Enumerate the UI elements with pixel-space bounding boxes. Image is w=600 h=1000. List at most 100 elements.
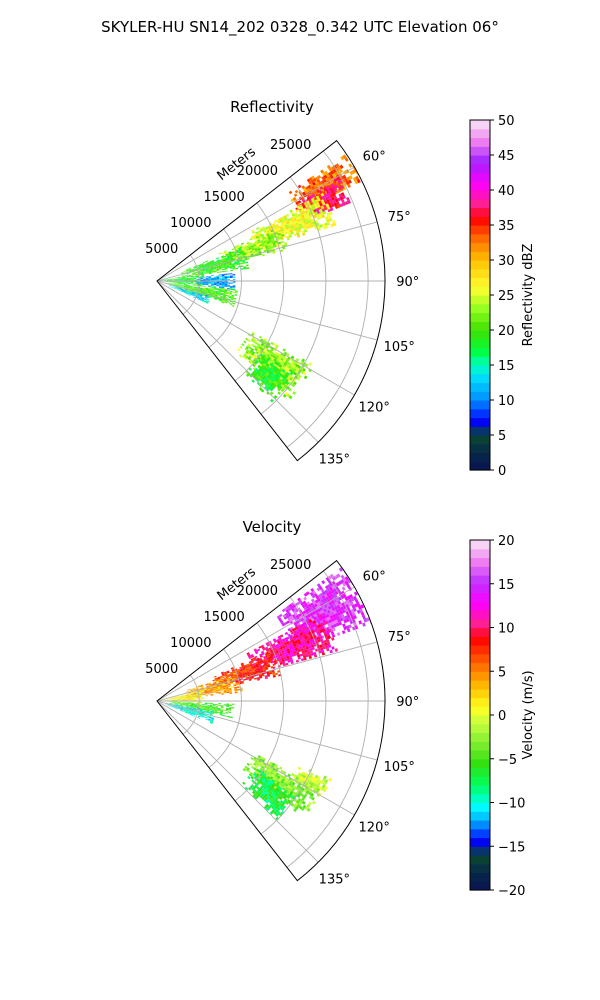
azimuth-spoke bbox=[156, 280, 355, 396]
colorbar-tick-label: −20 bbox=[498, 884, 525, 899]
colorbar-tick-label: 20 bbox=[498, 324, 515, 339]
figure-title: SKYLER-HU SN14_202 0328_0.342 UTC Elevat… bbox=[101, 18, 499, 37]
sector-frame bbox=[156, 139, 386, 462]
range-tick-label: 25000 bbox=[270, 558, 311, 573]
colorbar-tick-label: 15 bbox=[498, 359, 515, 374]
colorbar-segment bbox=[470, 128, 490, 139]
azimuth-spoke bbox=[156, 221, 378, 282]
range-ring bbox=[234, 202, 285, 382]
azimuth-tick-label: 90° bbox=[396, 695, 419, 710]
colorbar-segment bbox=[470, 417, 490, 427]
colorbar-segment bbox=[470, 837, 490, 847]
colorbar-segment bbox=[470, 671, 490, 681]
colorbar-segment bbox=[470, 583, 490, 594]
azimuth-spoke bbox=[156, 280, 378, 341]
colorbar-segment bbox=[470, 680, 490, 690]
range-ring bbox=[208, 648, 242, 768]
range-ring bbox=[182, 674, 200, 735]
colorbar-segment bbox=[470, 785, 490, 795]
colorbar-segment bbox=[470, 435, 490, 445]
colorbar-segment bbox=[470, 688, 490, 699]
colorbar-segment bbox=[470, 863, 490, 874]
colorbar-segment bbox=[470, 793, 490, 804]
colorbar-segment bbox=[470, 452, 490, 462]
colorbar-segment bbox=[470, 855, 490, 865]
colorbar-segment bbox=[470, 881, 490, 891]
echo-region-10 bbox=[245, 353, 294, 403]
azimuth-spoke bbox=[156, 586, 355, 702]
azimuth-spoke bbox=[156, 700, 378, 761]
colorbar-segment bbox=[470, 338, 490, 349]
colorbar-segment bbox=[470, 872, 490, 882]
range-ring bbox=[286, 150, 369, 448]
colorbar-tick-label: 45 bbox=[498, 149, 515, 164]
colorbar-segment bbox=[470, 461, 490, 471]
colorbar-segment bbox=[470, 277, 490, 287]
colorbar-segment bbox=[470, 146, 490, 156]
colorbar-segment bbox=[470, 155, 490, 165]
colorbar: −20 −15 −10 −5 0 5 10 15 20 Velocity (m/s) bbox=[469, 534, 536, 899]
colorbar-tick-label: 50 bbox=[498, 114, 515, 129]
colorbar-segment bbox=[470, 723, 490, 734]
colorbar-segment bbox=[470, 373, 490, 384]
range-ring bbox=[182, 254, 200, 315]
azimuth-tick-label: 75° bbox=[388, 210, 411, 225]
colorbar-tick-label: 5 bbox=[498, 665, 506, 680]
azimuth-spoke bbox=[156, 166, 355, 282]
colorbar-tick-label: 5 bbox=[498, 429, 506, 444]
colorbar-segment bbox=[470, 365, 490, 375]
colorbar-segment bbox=[470, 828, 490, 839]
colorbar-segment bbox=[470, 776, 490, 786]
colorbar-segment bbox=[470, 242, 490, 252]
colorbar-tick-label: 0 bbox=[498, 464, 506, 479]
colorbar-tick-label: −15 bbox=[498, 840, 525, 855]
azimuth-tick-label: 105° bbox=[384, 340, 415, 355]
colorbar-tick-label: 10 bbox=[498, 622, 515, 637]
azimuth-tick-label: 75° bbox=[388, 630, 411, 645]
colorbar-segment bbox=[470, 181, 490, 191]
range-ring bbox=[260, 176, 327, 415]
echo-region-9 bbox=[293, 766, 332, 797]
azimuth-tick-label: 60° bbox=[363, 150, 386, 165]
range-ring bbox=[208, 228, 242, 348]
echo-region-3 bbox=[185, 671, 243, 698]
colorbar-segment bbox=[470, 321, 490, 331]
colorbar-label: Velocity (m/s) bbox=[521, 670, 536, 759]
echo-region-5 bbox=[169, 701, 235, 719]
echo-region-6 bbox=[194, 273, 236, 291]
colorbar-segment bbox=[470, 653, 490, 664]
range-ring bbox=[286, 570, 369, 868]
colorbar-segment bbox=[470, 312, 490, 322]
echo-field bbox=[161, 154, 361, 403]
colorbar-segment bbox=[470, 408, 490, 419]
colorbar-segment bbox=[470, 443, 490, 454]
azimuth-tick-label: 60° bbox=[363, 570, 386, 585]
colorbar-segment bbox=[470, 400, 490, 410]
colorbar-segment bbox=[470, 758, 490, 769]
colorbar-segment bbox=[470, 575, 490, 585]
colorbar-segment bbox=[470, 820, 490, 830]
echo-field bbox=[161, 565, 374, 821]
colorbar-segment bbox=[470, 190, 490, 200]
colorbar-segment bbox=[470, 207, 490, 217]
colorbar-segment bbox=[470, 636, 490, 646]
range-tick-label: 5000 bbox=[145, 242, 178, 257]
range-tick-label: 10000 bbox=[170, 216, 211, 231]
colorbar-segment bbox=[470, 286, 490, 296]
panel-title: Reflectivity bbox=[230, 98, 314, 116]
colorbar-segment bbox=[470, 566, 490, 576]
range-tick-label: 15000 bbox=[203, 190, 244, 205]
colorbar-segment bbox=[470, 295, 490, 305]
colorbar-segment bbox=[470, 356, 490, 366]
colorbar-segment bbox=[470, 706, 490, 716]
colorbar-segment bbox=[470, 260, 490, 270]
colorbar-tick-label: 30 bbox=[498, 254, 515, 269]
colorbar-segment bbox=[470, 697, 490, 707]
colorbar-label: Reflectivity dBZ bbox=[521, 244, 536, 347]
azimuth-spoke bbox=[156, 280, 319, 443]
echo-region-8 bbox=[168, 284, 211, 304]
range-tick-label: 20000 bbox=[237, 584, 278, 599]
colorbar-segment bbox=[470, 618, 490, 629]
